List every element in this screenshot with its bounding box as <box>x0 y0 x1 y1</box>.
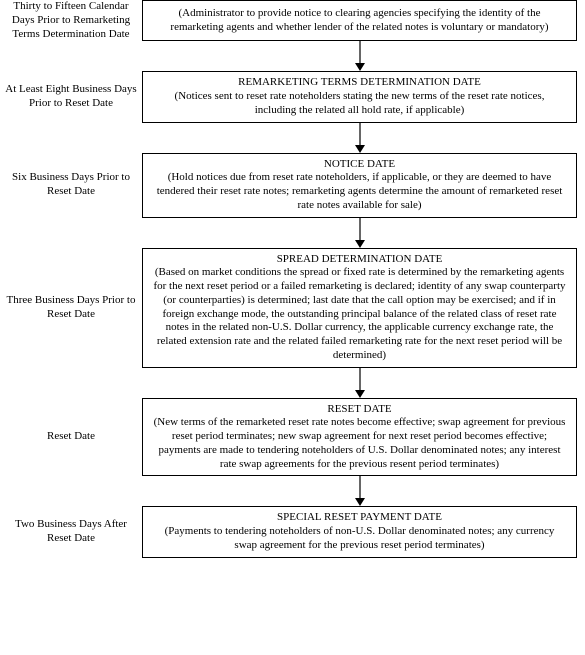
arrow-down-icon <box>350 368 370 398</box>
step-time-label: Reset Date <box>0 398 142 477</box>
arrow-down-icon <box>350 41 370 71</box>
step-body: (New terms of the remarketed reset rate … <box>153 416 566 471</box>
step-time-label: Thirty to Fifteen Calendar Days Prior to… <box>0 0 142 41</box>
connector <box>0 476 585 506</box>
flow-step: At Least Eight Business Days Prior to Re… <box>0 71 585 122</box>
step-time-label: Two Business Days After Reset Date <box>0 506 142 557</box>
step-title: RESET DATE <box>327 403 391 417</box>
flow-step: Six Business Days Prior to Reset DateNOT… <box>0 153 585 218</box>
step-title: REMARKETING TERMS DETERMINATION DATE <box>238 76 481 90</box>
flow-step: Three Business Days Prior to Reset DateS… <box>0 248 585 368</box>
step-box: REMARKETING TERMS DETERMINATION DATE(Not… <box>142 71 577 122</box>
connector <box>0 123 585 153</box>
step-time-label: Six Business Days Prior to Reset Date <box>0 153 142 218</box>
step-title: SPECIAL RESET PAYMENT DATE <box>277 511 442 525</box>
step-box: SPECIAL RESET PAYMENT DATE(Payments to t… <box>142 506 577 557</box>
step-body: (Payments to tendering noteholders of no… <box>153 525 566 553</box>
step-time-label: At Least Eight Business Days Prior to Re… <box>0 71 142 122</box>
step-box: SPREAD DETERMINATION DATE(Based on marke… <box>142 248 577 368</box>
step-title: SPREAD DETERMINATION DATE <box>277 253 443 267</box>
step-box: RESET DATE(New terms of the remarketed r… <box>142 398 577 477</box>
step-body: (Based on market conditions the spread o… <box>153 266 566 362</box>
connector <box>0 218 585 248</box>
step-box: (Administrator to provide notice to clea… <box>142 0 577 41</box>
step-body: (Administrator to provide notice to clea… <box>153 7 566 35</box>
step-time-label: Three Business Days Prior to Reset Date <box>0 248 142 368</box>
step-box: NOTICE DATE(Hold notices due from reset … <box>142 153 577 218</box>
flow-step: Two Business Days After Reset DateSPECIA… <box>0 506 585 557</box>
connector <box>0 368 585 398</box>
step-body: (Notices sent to reset rate noteholders … <box>153 90 566 118</box>
arrow-down-icon <box>350 476 370 506</box>
connector <box>0 41 585 71</box>
step-body: (Hold notices due from reset rate noteho… <box>153 171 566 212</box>
flow-step: Reset DateRESET DATE(New terms of the re… <box>0 398 585 477</box>
step-title: NOTICE DATE <box>324 158 395 172</box>
arrow-down-icon <box>350 218 370 248</box>
flow-step: Thirty to Fifteen Calendar Days Prior to… <box>0 0 585 41</box>
arrow-down-icon <box>350 123 370 153</box>
